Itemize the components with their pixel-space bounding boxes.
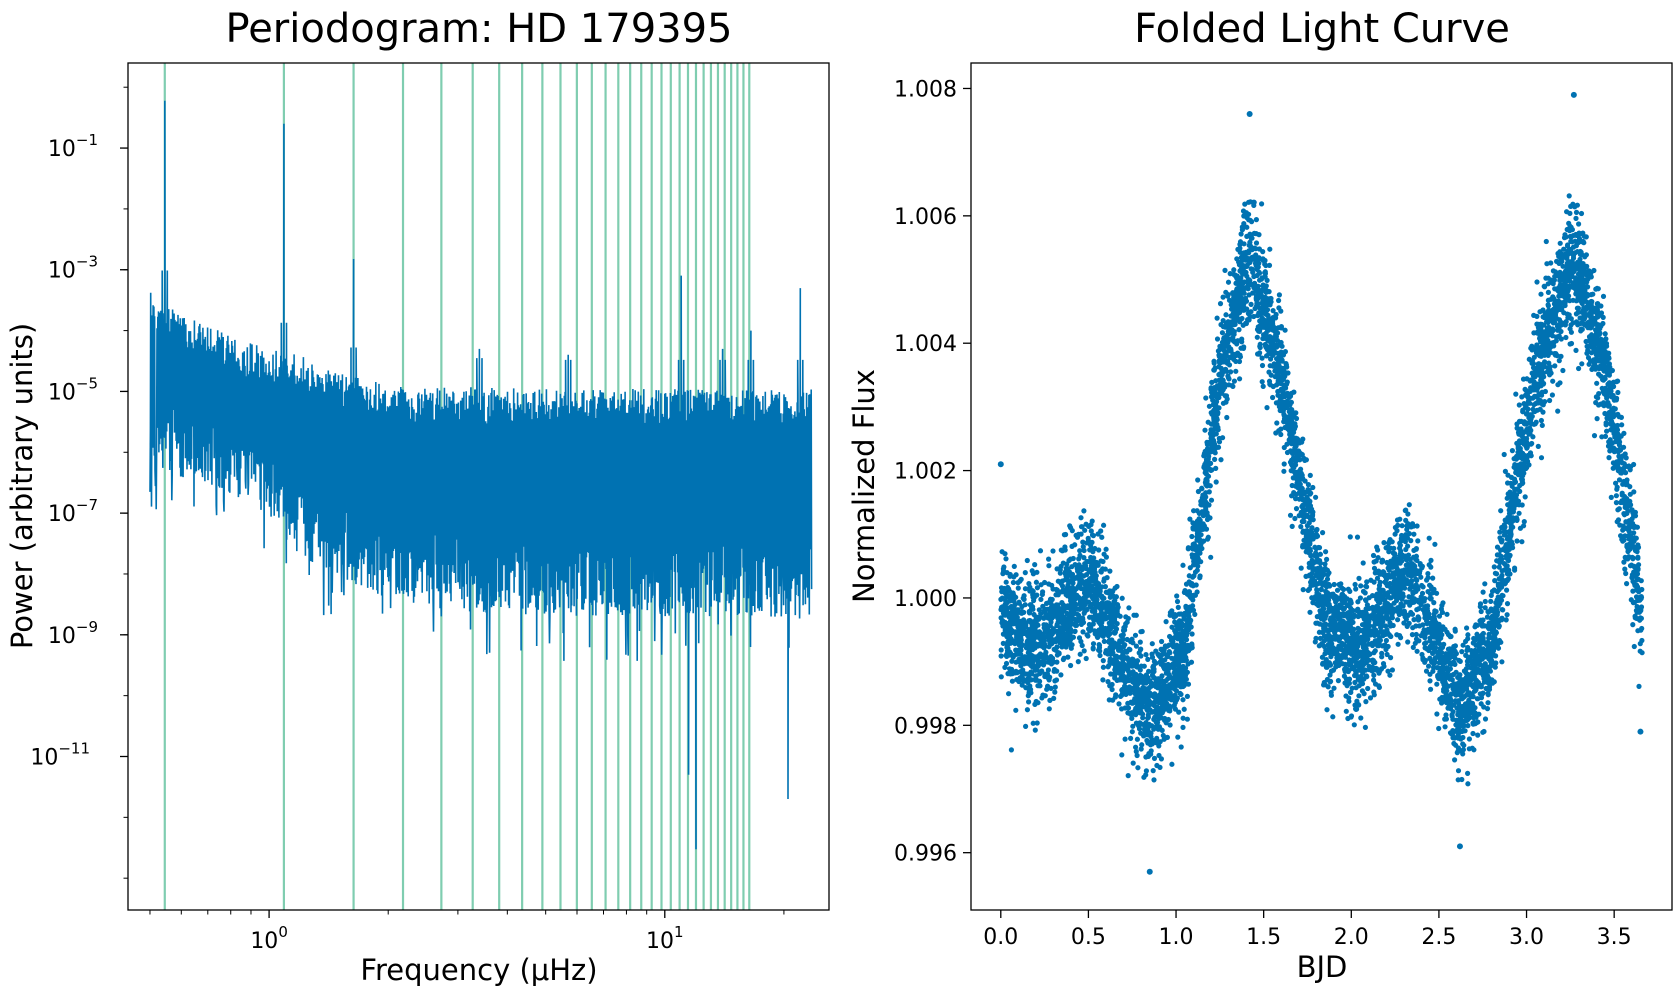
x-tick-label: 1.5 <box>1246 925 1281 950</box>
x-tick-label: 2.0 <box>1334 925 1369 950</box>
y-tick-label: 1.008 <box>894 77 957 102</box>
y-tick-label: 1.002 <box>894 460 957 485</box>
y-tick-label: 1.006 <box>894 205 957 230</box>
periodogram-series <box>149 100 813 850</box>
x-tick-label: 0.5 <box>1071 925 1106 950</box>
y-tick-label: 10−1 <box>48 131 98 162</box>
lightcurve-panel: Folded Light Curve 0.0 0.5 1.0 1.5 2.0 2.5 3.0… <box>847 6 1673 984</box>
lightcurve-axes-frame <box>970 62 1673 911</box>
x-tick-label: 1.0 <box>1159 925 1194 950</box>
y-tick-label: 10−11 <box>30 739 90 770</box>
lightcurve-ylabel: Normalized Flux <box>847 369 881 603</box>
lightcurve-outlier-point <box>1456 843 1463 850</box>
periodogram-line <box>149 100 813 850</box>
lightcurve-points <box>998 193 1645 787</box>
lightcurve-outlier-point <box>1570 91 1577 98</box>
lightcurve-outlier-point <box>997 461 1004 468</box>
y-tick-label: 1.000 <box>894 587 957 612</box>
lightcurve-ticks: 0.0 0.5 1.0 1.5 2.0 2.5 3.0 3.5 0.996 0.998 1.000 1… <box>894 77 1632 950</box>
y-tick-label: 10−9 <box>48 618 98 649</box>
lightcurve-outlier-point <box>1246 110 1253 117</box>
x-tick-label: 0.0 <box>983 925 1018 950</box>
y-tick-label: 0.998 <box>894 714 957 739</box>
x-tick-label: 3.0 <box>1509 925 1544 950</box>
periodogram-panel: Periodogram: HD 179395 100 10110−1110−910… <box>5 6 830 987</box>
x-tick-label: 3.5 <box>1597 925 1632 950</box>
lightcurve-outlier-point <box>1637 728 1644 735</box>
y-tick-label: 10−7 <box>48 496 98 527</box>
lightcurve-series <box>997 91 1645 875</box>
periodogram-ticks: 100 101 10−11 10−9 10−7 10−5 10−3 10−1 <box>30 86 785 954</box>
periodogram-title: Periodogram: HD 179395 <box>226 6 733 52</box>
x-tick-label: 101 <box>646 923 684 954</box>
lightcurve-outlier-point <box>1146 868 1153 875</box>
x-tick-label: 100 <box>250 923 288 954</box>
periodogram-ylabel: Power (arbitrary units) <box>5 323 39 649</box>
y-tick-label: 0.996 <box>894 842 957 867</box>
lightcurve-title: Folded Light Curve <box>1134 6 1510 52</box>
x-tick-label: 2.5 <box>1421 925 1456 950</box>
y-tick-label: 10−3 <box>48 253 98 284</box>
y-tick-label: 1.004 <box>894 332 957 357</box>
periodogram-xlabel: Frequency (μHz) <box>360 953 597 987</box>
lightcurve-xlabel: BJD <box>1297 950 1348 984</box>
y-tick-label: 10−5 <box>48 374 98 405</box>
periodogram-axes-frame <box>127 62 830 911</box>
